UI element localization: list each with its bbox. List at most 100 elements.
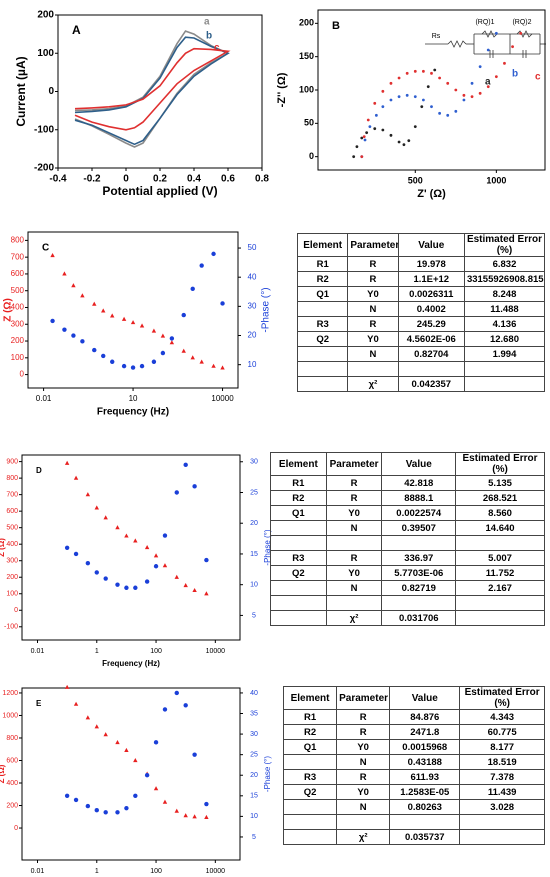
table-row: R1 R 42.818 5.135: [270, 475, 545, 491]
x-tick-label: 0: [123, 174, 129, 185]
table-cell: 1.1E+12: [397, 271, 465, 287]
table-cell: [296, 346, 349, 362]
table-cell: N: [336, 754, 391, 770]
impedance-point: [503, 61, 506, 65]
z-point: [80, 293, 85, 298]
table-row: R2 R 8888.1 268.521: [270, 490, 545, 506]
phase-point: [174, 490, 179, 495]
table-row: R3 R 611.93 7.378: [282, 769, 545, 785]
table-cell: R3: [282, 769, 338, 785]
impedance-point: [363, 138, 367, 142]
table-cell: 8888.1: [381, 490, 457, 506]
table-row: N 0.82719 2.167: [270, 580, 545, 596]
table-cell: R: [336, 724, 391, 740]
z-point: [130, 320, 136, 325]
table-cell: 0.4002: [397, 301, 465, 317]
circuit-label: (RQ)2: [512, 19, 531, 26]
table-cell: R: [325, 475, 383, 491]
table-cell: 336.97: [381, 550, 457, 566]
x-tick-label: 10000: [206, 648, 226, 655]
impedance-point: [381, 89, 385, 93]
table-cell: 4.5602E-06: [397, 331, 465, 347]
table-cell: [381, 535, 457, 551]
cv-curve: [74, 47, 231, 131]
impedance-point: [430, 105, 433, 109]
phase-point: [183, 462, 188, 468]
x-tick-label: 1: [95, 868, 99, 875]
phase-point: [94, 570, 99, 575]
phase-point: [153, 740, 159, 745]
y2-tick-label: 25: [250, 489, 258, 496]
impedance-point: [365, 131, 369, 135]
x-tick-label: 10: [129, 394, 138, 403]
phase-point: [162, 707, 168, 712]
table-cell: Q2: [282, 784, 338, 800]
z-point: [85, 715, 91, 720]
z-point: [183, 582, 188, 588]
header-cell: Parameter: [336, 686, 391, 710]
table-cell: R3: [296, 316, 349, 332]
impedance-point: [405, 71, 409, 75]
z-point: [133, 757, 138, 763]
table-cell: R: [347, 271, 399, 287]
plot-frame: [57, 14, 263, 169]
phase-point: [192, 752, 197, 757]
table-cell: [282, 814, 338, 830]
table-cell: 18.519: [459, 754, 545, 770]
z-point: [73, 475, 79, 480]
table-cell: 268.521: [455, 490, 545, 506]
z-point: [64, 684, 70, 689]
impedance-point: [374, 113, 378, 117]
z-point: [92, 301, 97, 306]
z-point: [103, 515, 108, 520]
table-cell: [296, 301, 349, 317]
y2-tick-label: 30: [250, 459, 258, 466]
header-cell: Parameter: [347, 233, 399, 257]
table-cell: 0.39507: [381, 520, 457, 536]
phase-point: [220, 301, 225, 306]
table-row: N 0.43188 18.519: [282, 754, 545, 770]
impedance-point: [407, 139, 411, 143]
impedance-point: [413, 69, 417, 73]
header-cell: Value: [397, 233, 465, 257]
table-row: N 0.82704 1.994: [296, 346, 546, 362]
impedance-point: [519, 31, 523, 35]
y-tick-label: 0: [48, 86, 54, 97]
table-cell: Y0: [347, 331, 399, 347]
table-row: R3 R 336.97 5.007: [270, 550, 545, 566]
impedance-point: [413, 125, 417, 129]
table-cell: 0.031706: [381, 610, 457, 626]
header-cell: Element: [282, 686, 338, 710]
y-tick-label: 300: [6, 558, 18, 565]
z-point: [50, 252, 55, 258]
z-point: [204, 814, 209, 819]
z-point: [85, 492, 91, 497]
table-cell: 5.135: [455, 475, 545, 491]
y-tick-label: 300: [11, 319, 25, 328]
table-row: N 0.4002 11.488: [296, 301, 546, 317]
impedance-point: [486, 48, 490, 52]
y-tick-label: 100: [6, 591, 18, 598]
table-cell: Q1: [282, 739, 338, 755]
y2-tick-label: 10: [250, 582, 258, 589]
z-point: [220, 365, 225, 370]
phase-point: [162, 533, 168, 538]
y-tick-label: 400: [6, 780, 18, 787]
y2-tick-label: 5: [252, 612, 256, 619]
phase-point: [133, 793, 138, 799]
table-cell: 5.7703E-06: [381, 565, 457, 581]
z-point: [64, 460, 70, 465]
table-cell: R2: [270, 490, 327, 506]
table-cell: [270, 535, 327, 551]
y-tick-label: 800: [6, 475, 18, 482]
impedance-point: [462, 93, 466, 97]
y-tick-label: 0: [14, 607, 18, 614]
header-row: Element Parameter Value Estimated Error (%): [282, 686, 545, 710]
table-cell: R: [336, 769, 391, 785]
z-point: [190, 355, 195, 360]
impedance-point: [352, 155, 356, 159]
z-point: [133, 538, 138, 543]
table-cell: R: [336, 709, 391, 725]
y-axis-label: Z (Ω): [0, 538, 6, 557]
